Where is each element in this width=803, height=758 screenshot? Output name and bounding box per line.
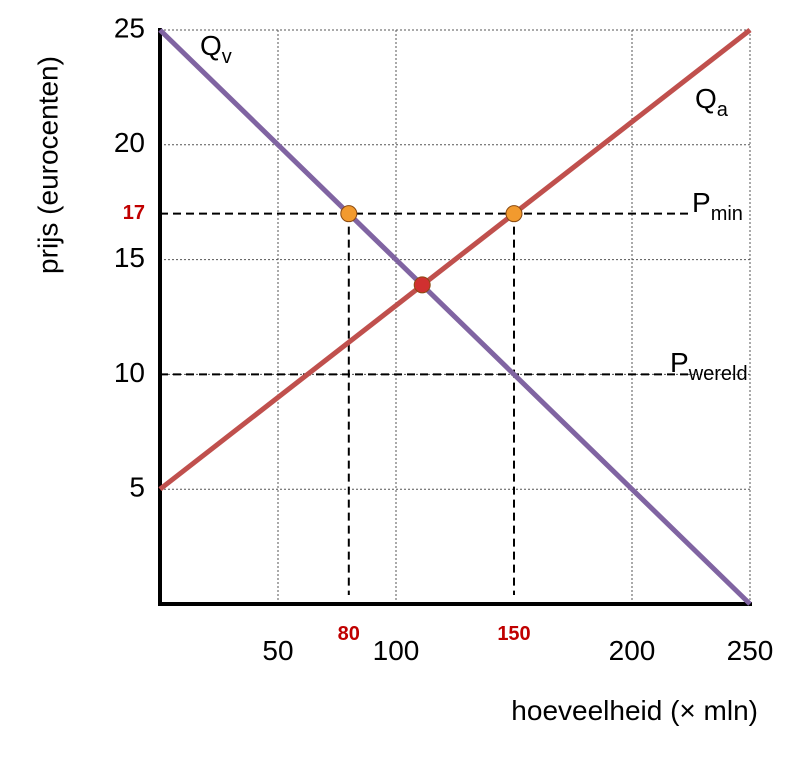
reference-label: Pmin bbox=[692, 187, 743, 225]
reference-label-main: P bbox=[670, 347, 689, 378]
x-tick-label: 200 bbox=[609, 635, 656, 666]
y-tick-label: 5 bbox=[129, 472, 145, 503]
x-tick-label: 250 bbox=[727, 635, 774, 666]
series-line bbox=[158, 28, 752, 606]
series-line bbox=[158, 28, 752, 492]
series-label: Qa bbox=[695, 83, 729, 121]
y-tick-label: 10 bbox=[114, 357, 145, 388]
series-label-main: Q bbox=[695, 83, 717, 114]
point bbox=[505, 205, 523, 223]
reference-label: Pwereld bbox=[670, 347, 748, 385]
y-tick-label: 25 bbox=[114, 12, 145, 43]
highlight-x-label: 80 bbox=[338, 623, 360, 645]
series-label-sub: v bbox=[222, 46, 232, 68]
x-tick-label: 100 bbox=[373, 635, 420, 666]
y-tick-label: 20 bbox=[114, 127, 145, 158]
reference-label-sub: min bbox=[711, 203, 743, 225]
x-axis-label: hoeveelheid (× mln) bbox=[511, 695, 758, 726]
series-label-sub: a bbox=[717, 99, 729, 121]
y-axis-label: prijs (eurocenten) bbox=[32, 56, 63, 274]
reference-label-sub: wereld bbox=[688, 363, 748, 385]
point bbox=[340, 205, 358, 223]
point bbox=[413, 276, 431, 294]
series-label: Qv bbox=[200, 30, 232, 68]
series-label-main: Q bbox=[200, 30, 222, 61]
highlight-x-label: 150 bbox=[497, 623, 530, 645]
y-tick-label: 15 bbox=[114, 242, 145, 273]
x-tick-label: 50 bbox=[262, 635, 293, 666]
highlight-y-label: 17 bbox=[123, 202, 145, 224]
reference-label-main: P bbox=[692, 187, 711, 218]
